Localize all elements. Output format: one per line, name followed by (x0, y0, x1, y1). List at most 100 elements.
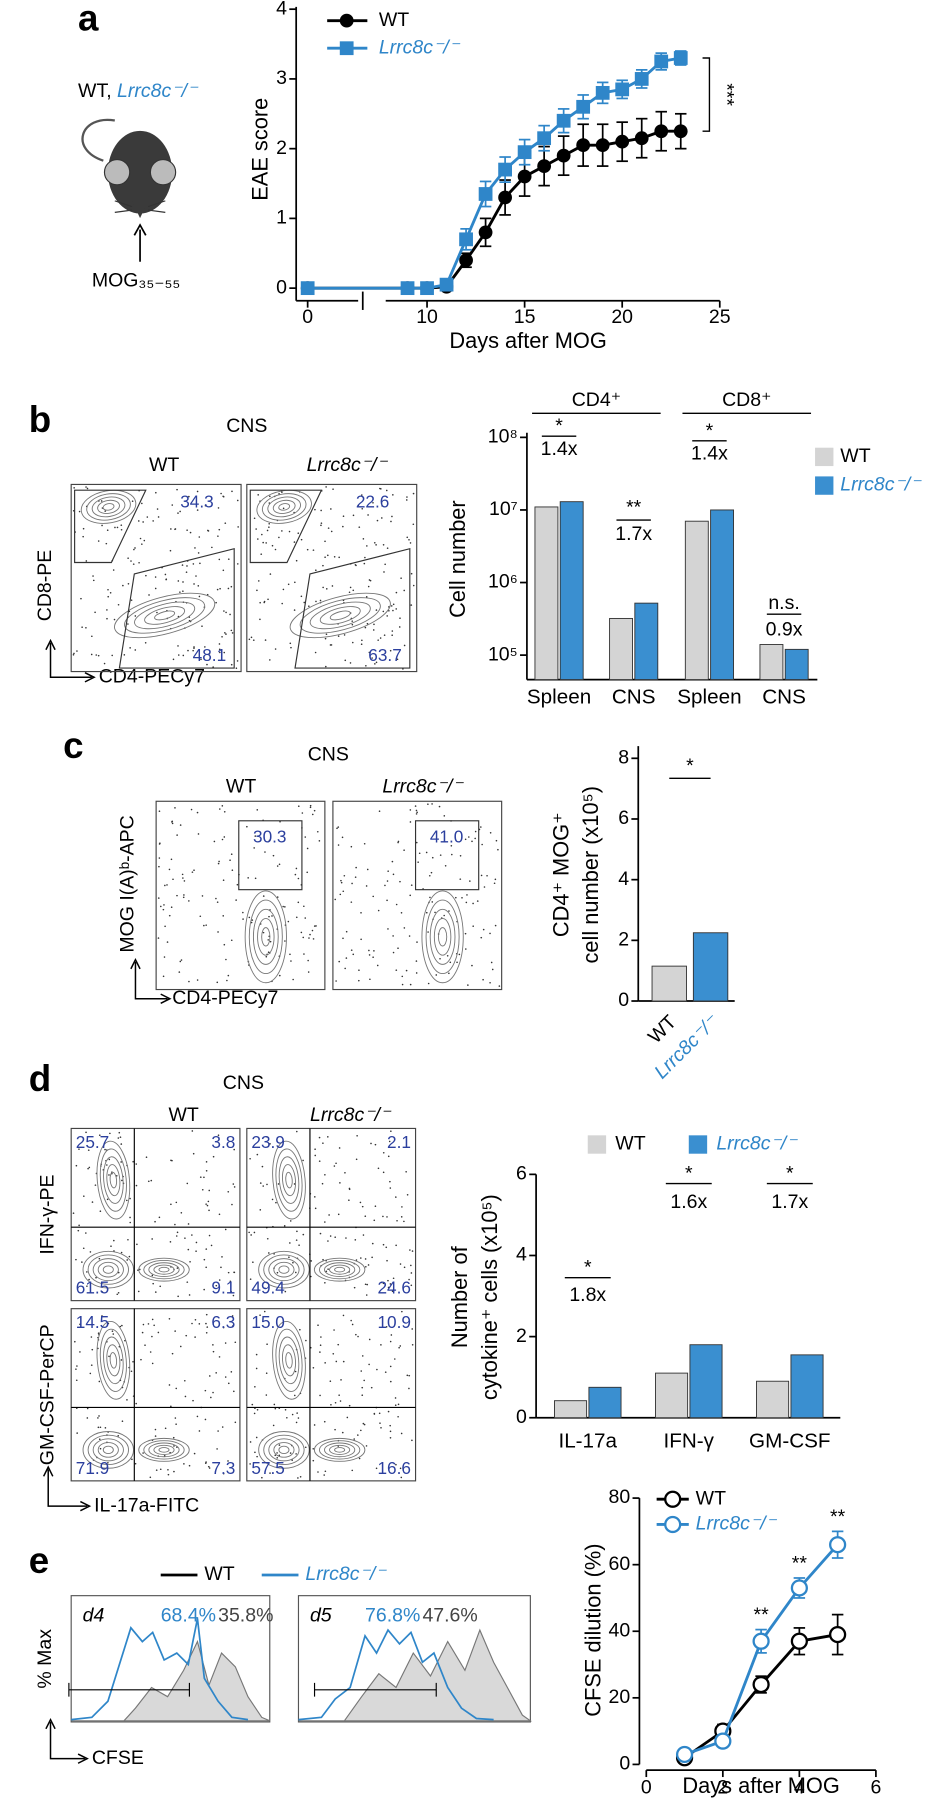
significance: * (786, 1163, 794, 1185)
flow-dot (218, 648, 221, 651)
flow-dot (142, 1323, 145, 1326)
quadrant-value: 15.0 (251, 1312, 284, 1332)
flow-dot (173, 1470, 175, 1473)
y-tick-label: 2 (276, 137, 287, 159)
flow-dot (196, 490, 199, 493)
flow-contour (313, 1257, 366, 1282)
flow-dot (282, 905, 284, 908)
flow-dot (150, 1179, 153, 1182)
flow-dot (181, 564, 184, 566)
flow-contour (429, 908, 456, 965)
flow-dot (286, 1416, 288, 1419)
flow-dot (300, 931, 303, 934)
flow-dot (365, 1445, 368, 1447)
flow-dot (271, 544, 274, 547)
flow-dot (498, 985, 501, 987)
flow-dot (327, 1136, 329, 1138)
flow-dot (342, 890, 345, 893)
flow-dot (86, 1417, 89, 1419)
flow-dot (182, 654, 185, 657)
flow-dot (480, 826, 482, 828)
flow-dot (480, 936, 483, 939)
flow-dot (313, 1196, 316, 1198)
flow-dot (231, 869, 234, 872)
flow-dot (170, 906, 173, 908)
flow-dot (89, 1372, 92, 1375)
flow-dot (193, 869, 195, 871)
flow-dot (415, 809, 418, 812)
flow-dot (327, 527, 330, 529)
flow-dot (256, 589, 258, 592)
flow-dot (464, 948, 467, 950)
flow-dot (491, 968, 494, 971)
flow-dot (386, 880, 389, 882)
flow-dot (252, 1261, 254, 1264)
flow-dot (312, 1367, 315, 1369)
flow-dot (382, 543, 385, 546)
flow-dot (159, 1285, 162, 1288)
flow-dot (364, 1258, 367, 1260)
flow-dot (300, 595, 303, 598)
flow-dot (304, 1446, 307, 1449)
flow-dot (373, 623, 375, 626)
flow-dot (123, 654, 126, 656)
flow-dot (266, 529, 269, 532)
flow-dot (127, 582, 130, 585)
flow-dot (205, 1203, 207, 1205)
flow-dot (92, 579, 95, 582)
flow-dot (277, 1183, 280, 1185)
day-label: d4 (83, 1604, 105, 1626)
flow-dot (109, 1132, 111, 1135)
marker (790, 1632, 808, 1650)
flow-dot (427, 803, 429, 805)
flow-dot (174, 528, 177, 530)
flow-contour (92, 1438, 124, 1462)
group-label: CD8⁺ (722, 389, 771, 411)
flow-dot (295, 867, 298, 870)
flow-dot (233, 1271, 235, 1274)
flow-dot (346, 1416, 349, 1419)
flow-dot (95, 654, 98, 656)
flow-dot (175, 1423, 177, 1425)
gate-value: 22.6 (356, 491, 389, 511)
flow-dot (342, 1360, 345, 1363)
flow-contour (278, 1445, 290, 1455)
flow-dot (315, 600, 317, 603)
flow-dot (415, 841, 418, 844)
flow-dot (195, 575, 197, 577)
flow-dot (324, 1470, 327, 1473)
flow-dot (126, 1399, 128, 1401)
flow-dot (168, 1317, 171, 1320)
flow-dot (120, 1143, 123, 1145)
flow-dot (415, 972, 418, 974)
flow-dot (99, 1447, 102, 1450)
flow-dot (284, 1408, 287, 1411)
flow-dot (98, 1415, 100, 1417)
flow-dot (295, 1421, 298, 1424)
flow-dot (174, 1223, 176, 1226)
flow-dot (327, 554, 329, 557)
flow-dot (119, 1136, 122, 1138)
flow-dot (335, 980, 337, 982)
flow-dot (197, 833, 200, 835)
flow-dot (337, 635, 340, 637)
significance: * (686, 755, 694, 777)
flow-dot (267, 951, 270, 954)
marker (829, 1625, 847, 1644)
flow-dot (357, 1335, 359, 1338)
marker (752, 1632, 770, 1650)
flow-dot (127, 623, 129, 625)
bar (710, 509, 735, 681)
flow-dot (317, 1324, 319, 1327)
flow-dot (193, 1452, 196, 1455)
flow-dot (409, 809, 412, 811)
flow-contour (143, 1440, 185, 1460)
x-tick-label: CNS (612, 685, 656, 708)
flow-dot (288, 530, 291, 533)
flow-dot (368, 1338, 371, 1341)
flow-contour (275, 1328, 303, 1392)
tissue-label: CNS (223, 1072, 264, 1094)
flow-dot (374, 1205, 377, 1208)
flow-dot (355, 1158, 358, 1161)
significance: ** (830, 1506, 846, 1528)
